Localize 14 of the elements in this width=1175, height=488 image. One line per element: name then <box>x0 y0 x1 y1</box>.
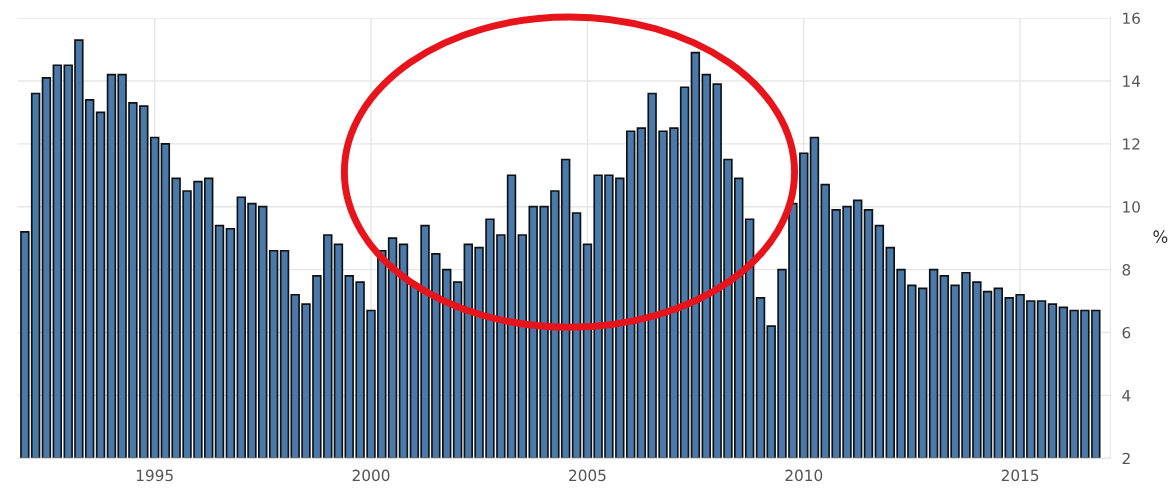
y-tick-label: 10 <box>1123 201 1140 213</box>
y-tick-label: 14 <box>1123 75 1141 87</box>
x-tick-label: 2005 <box>569 469 606 482</box>
y-tick-label: 16 <box>1123 12 1140 25</box>
x-tick-label: 2010 <box>785 469 823 482</box>
x-tick-label: 1995 <box>136 469 173 482</box>
x-tick-label: 2000 <box>352 469 390 482</box>
y-axis-title: % <box>1153 230 1168 243</box>
y-tick-label: 12 <box>1123 138 1140 150</box>
y-tick-label: 4 <box>1122 390 1131 402</box>
y-tick-label: 6 <box>1122 326 1131 339</box>
y-tick-label: 8 <box>1122 264 1131 276</box>
x-tick-label: 2015 <box>1001 469 1039 482</box>
y-tick-label: 2 <box>1122 452 1130 465</box>
